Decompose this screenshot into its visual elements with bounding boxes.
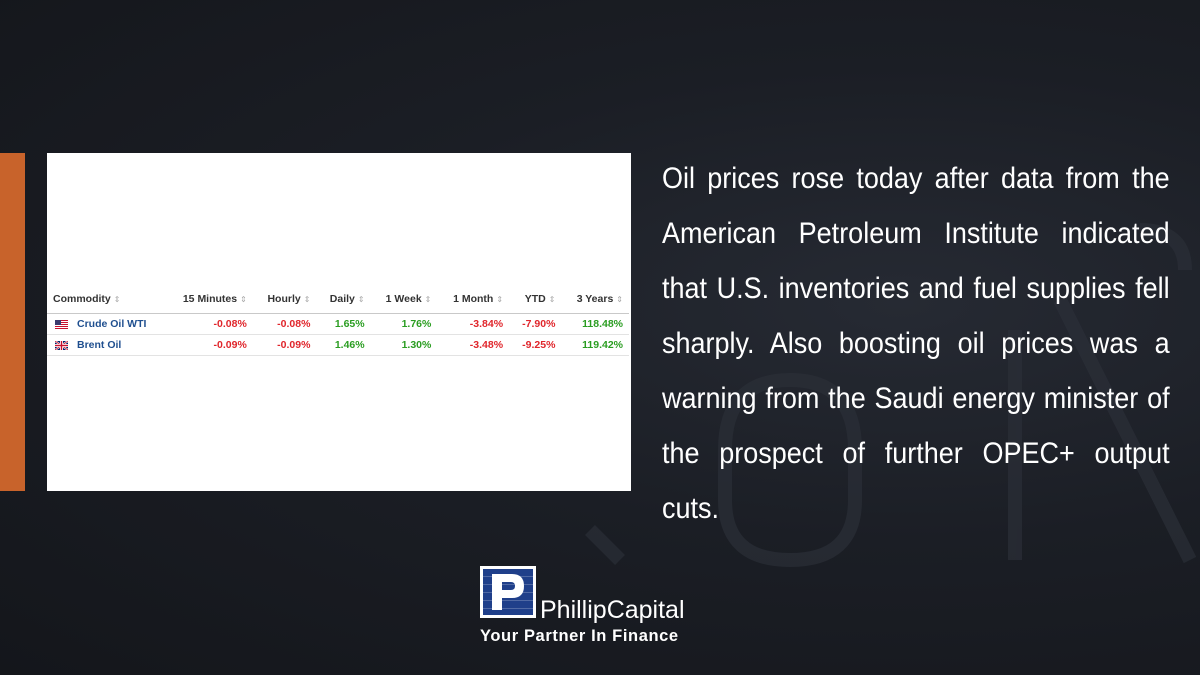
value-hourly: -0.08% bbox=[252, 313, 317, 335]
sort-icon: ⇕ bbox=[548, 295, 556, 304]
column-header-hourly[interactable]: Hourly ⇕ bbox=[252, 290, 317, 314]
value-ytd: -9.25% bbox=[509, 334, 562, 356]
brand-logo: PhillipCapital Your Partner In Finance bbox=[480, 566, 730, 646]
sort-icon: ⇕ bbox=[303, 295, 311, 304]
value-ytd: -7.90% bbox=[509, 313, 562, 335]
commodity-performance-table: Commodity ⇕ 15 Minutes ⇕ Hourly ⇕ Daily ⇕ 1 … bbox=[47, 290, 629, 356]
value-1-month: -3.48% bbox=[437, 334, 510, 356]
value-hourly: -0.09% bbox=[252, 334, 317, 356]
brand-name: PhillipCapital bbox=[540, 596, 685, 624]
value-daily: 1.65% bbox=[316, 313, 371, 335]
sort-icon: ⇕ bbox=[496, 295, 504, 304]
commodity-link-brent-oil[interactable]: Brent Oil bbox=[73, 334, 165, 356]
us-flag-icon bbox=[55, 319, 68, 329]
column-header-commodity[interactable]: Commodity ⇕ bbox=[47, 290, 165, 314]
value-1-week: 1.76% bbox=[370, 313, 438, 335]
sort-icon: ⇕ bbox=[240, 295, 247, 304]
column-header-1-month[interactable]: 1 Month ⇕ bbox=[437, 290, 510, 314]
value-daily: 1.46% bbox=[316, 334, 371, 356]
column-header-ytd[interactable]: YTD ⇕ bbox=[509, 290, 562, 314]
value-1-month: -3.84% bbox=[437, 313, 510, 335]
value-15-minutes: -0.09% bbox=[164, 334, 253, 356]
sort-icon: ⇕ bbox=[357, 295, 365, 304]
uk-flag-icon bbox=[55, 340, 68, 350]
column-header-3-years[interactable]: 3 Years ⇕ bbox=[561, 290, 629, 314]
value-15-minutes: -0.08% bbox=[164, 313, 253, 335]
sort-icon: ⇕ bbox=[113, 295, 121, 304]
column-header-15-minutes[interactable]: 15 Minutes ⇕ bbox=[164, 290, 253, 314]
table-row: Crude Oil WTI -0.08% -0.08% 1.65% 1.76% … bbox=[47, 313, 629, 335]
sort-icon: ⇕ bbox=[424, 295, 432, 304]
commodity-link-crude-oil-wti[interactable]: Crude Oil WTI bbox=[73, 313, 165, 335]
value-3-years: 119.42% bbox=[561, 334, 629, 356]
table-row: Brent Oil -0.09% -0.09% 1.46% 1.30% -3.4… bbox=[47, 334, 629, 356]
phillipcapital-logo-icon bbox=[480, 566, 536, 618]
table-header-row: Commodity ⇕ 15 Minutes ⇕ Hourly ⇕ Daily ⇕ 1 … bbox=[47, 290, 629, 314]
commodity-performance-panel: Commodity ⇕ 15 Minutes ⇕ Hourly ⇕ Daily ⇕ 1 … bbox=[47, 153, 631, 491]
column-header-1-week[interactable]: 1 Week ⇕ bbox=[370, 290, 438, 314]
value-1-week: 1.30% bbox=[370, 334, 438, 356]
column-header-daily[interactable]: Daily ⇕ bbox=[316, 290, 371, 314]
accent-bar bbox=[0, 153, 25, 491]
sort-icon: ⇕ bbox=[616, 295, 623, 304]
brand-tagline: Your Partner In Finance bbox=[480, 627, 679, 645]
article-text: Oil prices rose today after data from th… bbox=[662, 162, 1170, 525]
value-3-years: 118.48% bbox=[561, 313, 629, 335]
